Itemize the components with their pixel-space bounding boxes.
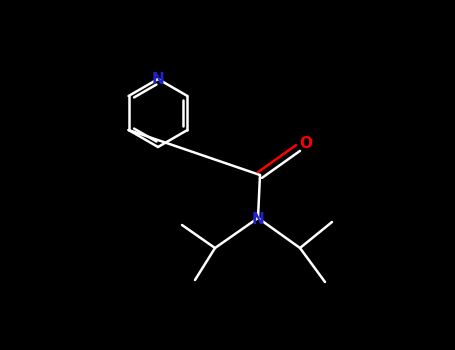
Text: O: O xyxy=(299,135,313,150)
Text: N: N xyxy=(252,212,264,228)
Text: N: N xyxy=(152,71,164,86)
